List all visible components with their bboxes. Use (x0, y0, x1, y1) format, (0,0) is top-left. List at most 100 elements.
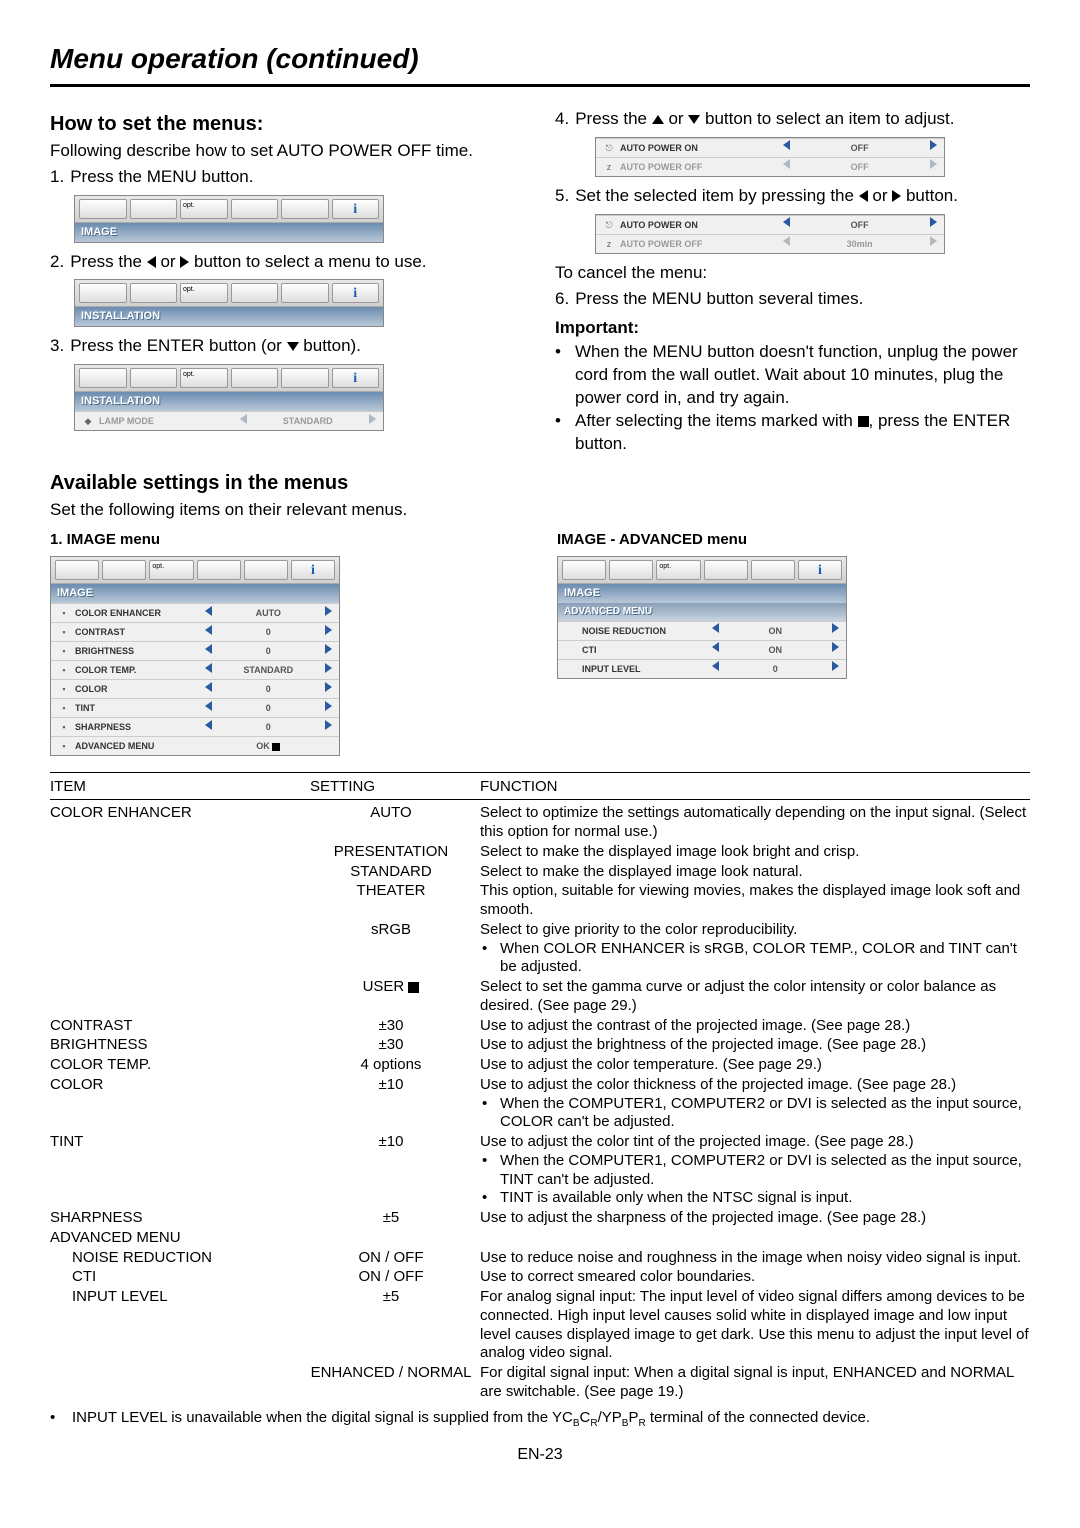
row-value: 0 (723, 663, 828, 675)
menu-preview-autopower: ⎋ AUTO POWER ON OFF z AUTO POWER OFF OFF (595, 137, 945, 177)
row-value: OFF (793, 142, 926, 154)
td-setting: ±30 (310, 1036, 480, 1055)
td-setting: 4 options (310, 1056, 480, 1075)
td-setting: ±5 (310, 1209, 480, 1228)
left-column: How to set the menus: Following describe… (50, 105, 525, 456)
row-value: 0 (216, 683, 321, 695)
td-item: TINT (50, 1133, 310, 1208)
left-arrow-icon (783, 140, 790, 150)
td-setting: ±5 (310, 1288, 480, 1363)
right-arrow-icon (180, 256, 189, 268)
menu-preview-installation: INSTALLATION (74, 279, 384, 327)
td-item: COLOR TEMP. (50, 1056, 310, 1075)
td-function: Use to adjust the color tint of the proj… (480, 1133, 1030, 1208)
important-item: When the MENU button doesn't function, u… (575, 341, 1030, 410)
td-function: Select to give priority to the color rep… (480, 921, 1030, 977)
right-arrow-icon (930, 217, 937, 227)
td-setting: PRESENTATION (310, 843, 480, 862)
td-function: Use to reduce noise and roughness in the… (480, 1249, 1030, 1268)
td-function: Use to adjust the color temperature. (Se… (480, 1056, 1030, 1075)
row-label: CONTRAST (73, 626, 202, 638)
adv-menu-title: IMAGE - ADVANCED menu (557, 530, 1030, 550)
important-list: •When the MENU button doesn't function, … (555, 341, 1030, 456)
row-value: ON (723, 644, 828, 656)
td-setting: ON / OFF (310, 1268, 480, 1287)
td-item (50, 843, 310, 862)
important-heading: Important: (555, 317, 1030, 340)
td-item: NOISE REDUCTION (50, 1249, 310, 1268)
row-label: TINT (73, 702, 202, 714)
td-setting: ON / OFF (310, 1249, 480, 1268)
left-arrow-icon (147, 256, 156, 268)
row-value: 0 (216, 645, 321, 657)
td-function: Use to correct smeared color boundaries. (480, 1268, 1030, 1287)
row-label: COLOR TEMP. (73, 664, 202, 676)
step-num: 6. (555, 288, 575, 311)
row-value: STANDARD (250, 415, 365, 427)
td-setting: STANDARD (310, 863, 480, 882)
right-arrow-icon (369, 414, 376, 424)
td-setting: THEATER (310, 882, 480, 920)
td-item: INPUT LEVEL (50, 1288, 310, 1363)
down-arrow-icon (287, 342, 299, 351)
step-num: 5. (555, 185, 575, 208)
cancel-label: To cancel the menu: (555, 262, 1030, 285)
up-arrow-icon (652, 115, 664, 124)
td-function: Select to make the displayed image look … (480, 843, 1030, 862)
menu-name: IMAGE (51, 584, 339, 603)
left-arrow-icon (783, 159, 790, 169)
left-arrow-icon (783, 217, 790, 227)
row-value: 30min (793, 238, 926, 250)
row-value: OFF (793, 161, 926, 173)
step-num: 3. (50, 335, 70, 358)
td-item (50, 863, 310, 882)
row-value: 0 (216, 702, 321, 714)
row-label: INPUT LEVEL (580, 663, 709, 675)
image-menu-preview: IMAGE ▪COLOR ENHANCERAUTO▪CONTRAST0▪BRIG… (50, 556, 340, 756)
left-arrow-icon (240, 414, 247, 424)
row-label: CTI (580, 644, 709, 656)
td-item: COLOR (50, 1076, 310, 1132)
td-function: Use to adjust the sharpness of the proje… (480, 1209, 1030, 1228)
td-item: ADVANCED MENU (50, 1229, 310, 1248)
step-5: Set the selected item by pressing the or… (575, 185, 958, 208)
footnote: • INPUT LEVEL is unavailable when the di… (50, 1408, 1030, 1431)
right-arrow-icon (892, 190, 901, 202)
td-setting: sRGB (310, 921, 480, 977)
td-function: Use to adjust the brightness of the proj… (480, 1036, 1030, 1055)
left-arrow-icon (783, 236, 790, 246)
td-function: Use to adjust the contrast of the projec… (480, 1017, 1030, 1036)
td-item (50, 978, 310, 1016)
left-arrow-icon (859, 190, 868, 202)
menu-preview-lamp: INSTALLATION ◆ LAMP MODE STANDARD (74, 364, 384, 431)
menu-name: IMAGE (558, 584, 846, 603)
td-setting (310, 1229, 480, 1248)
td-function: Select to set the gamma curve or adjust … (480, 978, 1030, 1016)
page-number: EN-23 (50, 1444, 1030, 1466)
td-item (50, 882, 310, 920)
row-label: COLOR ENHANCER (73, 607, 202, 619)
th-function: FUNCTION (480, 777, 1030, 797)
menu-preview-autopower-set: ⎋ AUTO POWER ON OFF z AUTO POWER OFF 30m… (595, 214, 945, 254)
row-label: BRIGHTNESS (73, 645, 202, 657)
menu-preview-image: IMAGE (74, 195, 384, 243)
row-label: AUTO POWER ON (618, 142, 779, 154)
row-label: AUTO POWER OFF (618, 161, 779, 173)
row-label: COLOR (73, 683, 202, 695)
right-column: 4.Press the or button to select an item … (555, 105, 1030, 456)
row-value: ON (723, 625, 828, 637)
row-label: AUTO POWER ON (618, 219, 779, 231)
row-label: LAMP MODE (97, 415, 236, 427)
td-item: CTI (50, 1268, 310, 1287)
td-function (480, 1229, 1030, 1248)
td-item (50, 921, 310, 977)
menu-name: IMAGE (75, 223, 383, 242)
step-2: Press the or button to select a menu to … (70, 251, 426, 274)
td-function: For digital signal input: When a digital… (480, 1364, 1030, 1402)
td-setting: ±30 (310, 1017, 480, 1036)
enter-icon (858, 416, 869, 427)
how-to-heading: How to set the menus: (50, 111, 525, 138)
step-6: Press the MENU button several times. (575, 288, 863, 311)
right-arrow-icon (930, 236, 937, 246)
td-item (50, 1364, 310, 1402)
